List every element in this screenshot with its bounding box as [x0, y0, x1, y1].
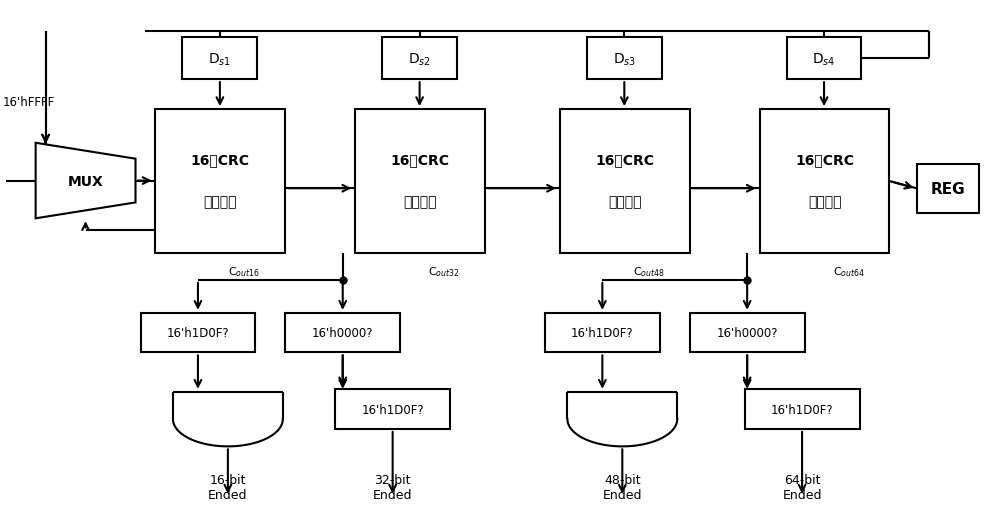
Text: 16'h0000?: 16'h0000? — [312, 326, 373, 340]
Text: 校验逻辑: 校验逻辑 — [403, 194, 437, 209]
Bar — [587, 38, 662, 80]
Bar — [690, 313, 805, 353]
Text: 32-bit
Ended: 32-bit Ended — [373, 473, 412, 501]
Text: D$_{s3}$: D$_{s3}$ — [613, 51, 636, 67]
Text: 16'hFFFF: 16'hFFFF — [3, 95, 55, 108]
Text: 16位CRC: 16位CRC — [795, 153, 854, 167]
Text: 48-bit
Ended: 48-bit Ended — [603, 473, 642, 501]
Bar — [917, 164, 979, 214]
Text: REG: REG — [931, 182, 966, 196]
Text: MUX: MUX — [68, 174, 103, 188]
Bar — [140, 313, 255, 353]
Text: C$_{out48}$: C$_{out48}$ — [633, 265, 665, 278]
Bar — [285, 313, 400, 353]
Text: D$_{s1}$: D$_{s1}$ — [208, 51, 231, 67]
Text: 16位CRC: 16位CRC — [595, 153, 654, 167]
Text: 16'h1D0F?: 16'h1D0F? — [361, 403, 424, 416]
Bar — [787, 38, 861, 80]
Bar — [355, 110, 485, 253]
Text: D$_{s2}$: D$_{s2}$ — [408, 51, 431, 67]
Text: 16位CRC: 16位CRC — [391, 153, 450, 167]
Text: C$_{out16}$: C$_{out16}$ — [228, 265, 260, 278]
Bar — [155, 110, 285, 253]
Text: 校验逻辑: 校验逻辑 — [608, 194, 642, 209]
Bar — [760, 110, 889, 253]
Bar — [182, 38, 257, 80]
Bar — [382, 38, 457, 80]
Text: 16位CRC: 16位CRC — [191, 153, 250, 167]
Text: 64-bit
Ended: 64-bit Ended — [782, 473, 822, 501]
Bar — [560, 110, 690, 253]
Text: 16'h1D0F?: 16'h1D0F? — [771, 403, 833, 416]
Bar — [545, 313, 660, 353]
Text: 校验逻辑: 校验逻辑 — [808, 194, 841, 209]
Polygon shape — [36, 144, 136, 219]
Text: 16'h0000?: 16'h0000? — [716, 326, 778, 340]
Text: C$_{out32}$: C$_{out32}$ — [428, 265, 460, 278]
Bar — [335, 389, 450, 429]
Text: 16'h1D0F?: 16'h1D0F? — [571, 326, 634, 340]
Text: 16'h1D0F?: 16'h1D0F? — [167, 326, 229, 340]
Text: 校验逻辑: 校验逻辑 — [204, 194, 237, 209]
Text: 16-bit
Ended: 16-bit Ended — [208, 473, 248, 501]
Text: C$_{out64}$: C$_{out64}$ — [833, 265, 865, 278]
Bar — [745, 389, 860, 429]
Text: D$_{s4}$: D$_{s4}$ — [812, 51, 836, 67]
